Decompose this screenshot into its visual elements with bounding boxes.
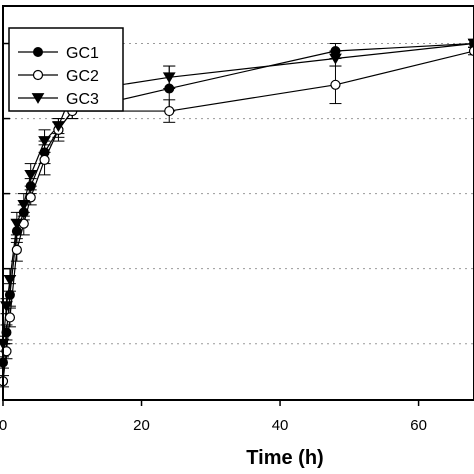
data-point-gc3 [38, 136, 51, 148]
data-point-gc3 [162, 72, 176, 84]
data-point-gc2 [4, 312, 16, 323]
data-point-gc3 [17, 199, 31, 211]
data-point-gc2 [468, 45, 474, 57]
data-point-gc3 [24, 169, 38, 181]
legend: GC1 GC2 GC3 [8, 27, 124, 112]
data-point-gc3 [52, 121, 65, 133]
series-line-gc2 [2, 50, 474, 382]
x-tick-label: 40 [272, 417, 289, 434]
legend-label-gc3: GC3 [66, 91, 99, 108]
series-line-gc1 [2, 42, 474, 363]
legend-label-gc2: GC2 [66, 68, 99, 85]
plot-frame [2, 5, 474, 401]
grid-layer [3, 43, 474, 345]
x-axis-title: Time (h) [246, 447, 323, 469]
data-point-gc3 [467, 38, 474, 50]
legend-marker-gc1 [33, 47, 43, 57]
data-point-gc1 [4, 289, 15, 300]
data-point-gc3 [3, 275, 17, 286]
legend-box [8, 27, 124, 112]
data-point-gc2 [330, 79, 341, 90]
data-point-gc2 [11, 244, 22, 256]
legend-marker-gc3 [31, 93, 45, 104]
data-point-gc1 [1, 327, 12, 338]
data-point-gc3 [10, 218, 24, 230]
data-point-gc2 [39, 154, 50, 165]
data-point-gc1 [164, 83, 175, 94]
data-point-gc3 [329, 53, 342, 65]
legend-marker-gc2 [32, 69, 44, 81]
axis-layer: 0 20 40 60 [0, 5, 474, 434]
x-tick-label: 60 [410, 417, 427, 434]
data-point-gc2 [1, 346, 12, 357]
legend-label-gc1: GC1 [66, 45, 99, 62]
x-tick-label: 20 [133, 417, 150, 434]
data-point-gc2 [164, 105, 175, 117]
x-tick-label: 0 [0, 417, 7, 434]
data-point-gc1 [25, 181, 36, 192]
legend-items: GC1 GC2 GC3 [18, 45, 99, 108]
data-point-gc2 [25, 192, 36, 203]
